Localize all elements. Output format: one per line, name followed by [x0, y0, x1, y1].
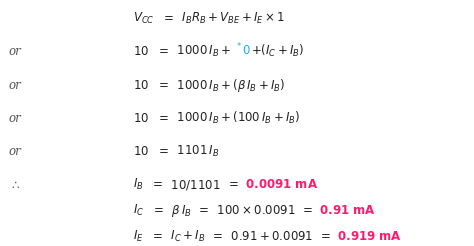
Text: $+(I_C+I_B)$: $+(I_C+I_B)$: [251, 43, 304, 60]
Text: $=$: $=$: [149, 112, 173, 125]
Text: $1000\,I_B + (100\,I_B + I_B)$: $1000\,I_B + (100\,I_B + I_B)$: [173, 110, 300, 126]
Text: $\mathbf{0.91\ mA}$: $\mathbf{0.91\ mA}$: [317, 204, 376, 217]
Text: $=$: $=$: [149, 145, 173, 158]
Text: $\mathbf{0.919\ mA}$: $\mathbf{0.919\ mA}$: [334, 230, 402, 243]
Text: $10$: $10$: [133, 112, 149, 125]
Text: $=$: $=$: [144, 204, 168, 217]
Text: $=$: $=$: [149, 78, 173, 92]
Text: $=$: $=$: [207, 230, 227, 243]
Text: $0.91 + 0.0091$: $0.91 + 0.0091$: [227, 230, 314, 243]
Text: $1000\,I_B +$: $1000\,I_B +$: [173, 44, 231, 60]
Text: or: or: [9, 112, 21, 125]
Text: $V_{CC}$: $V_{CC}$: [133, 11, 154, 26]
Text: $10$: $10$: [133, 45, 149, 58]
Text: or: or: [9, 45, 21, 58]
Text: $=$: $=$: [296, 204, 317, 217]
Text: $=$: $=$: [144, 230, 167, 243]
Text: $10$: $10$: [133, 145, 149, 158]
Text: $I_C+I_B$: $I_C+I_B$: [167, 229, 207, 244]
Text: $I_C$: $I_C$: [133, 203, 144, 218]
Text: $10/1101$: $10/1101$: [167, 178, 222, 192]
Text: $\beta\,I_B$: $\beta\,I_B$: [168, 203, 192, 219]
Text: $1101\,I_B$: $1101\,I_B$: [173, 144, 219, 159]
Text: or: or: [9, 78, 21, 92]
Text: $1000\,I_B + (\beta\,I_B + I_B)$: $1000\,I_B + (\beta\,I_B + I_B)$: [173, 77, 285, 93]
Text: $10$: $10$: [133, 78, 149, 92]
Text: $I_E$: $I_E$: [133, 229, 144, 244]
Text: $100 \times 0.0091$: $100 \times 0.0091$: [212, 204, 296, 217]
Text: $I_B$: $I_B$: [133, 177, 143, 192]
Text: $^*0$: $^*0$: [231, 42, 251, 58]
Text: $=$: $=$: [222, 178, 242, 191]
Text: or: or: [9, 145, 21, 158]
Text: $=$: $=$: [192, 204, 212, 217]
Text: $\therefore$: $\therefore$: [9, 178, 19, 191]
Text: $=$: $=$: [149, 45, 173, 58]
Text: $=$: $=$: [154, 12, 178, 25]
Text: $\mathbf{0.0091\ mA}$: $\mathbf{0.0091\ mA}$: [242, 178, 318, 191]
Text: $I_B R_B + V_{BE} + I_E \times 1$: $I_B R_B + V_{BE} + I_E \times 1$: [178, 11, 285, 26]
Text: $=$: $=$: [314, 230, 334, 243]
Text: $=$: $=$: [143, 178, 167, 191]
